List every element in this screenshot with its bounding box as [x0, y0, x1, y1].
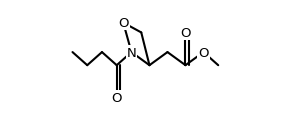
- Text: N: N: [127, 46, 136, 59]
- Text: O: O: [118, 17, 128, 30]
- Text: O: O: [180, 27, 191, 40]
- Text: O: O: [198, 46, 209, 59]
- Text: O: O: [111, 92, 122, 105]
